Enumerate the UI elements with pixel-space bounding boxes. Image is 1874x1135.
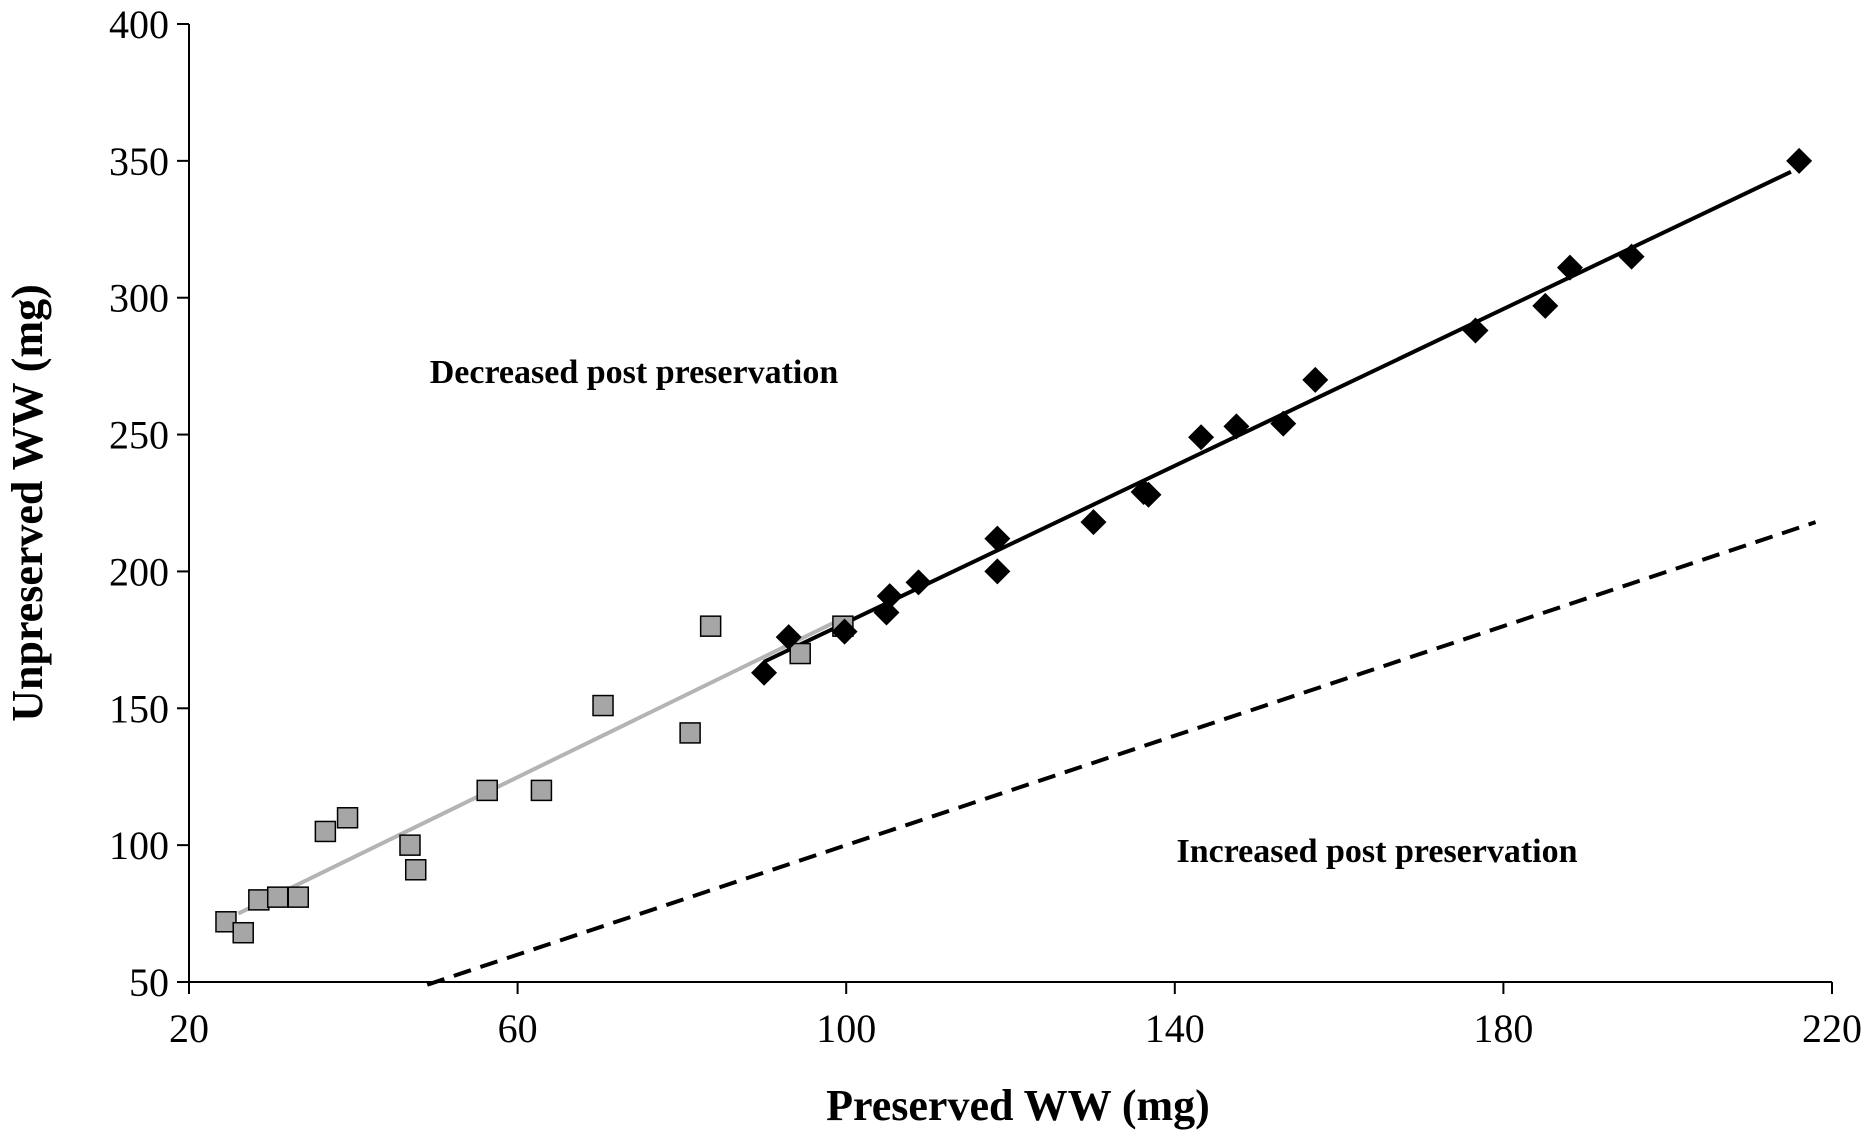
y-tick-label: 200 <box>109 549 169 594</box>
diamond-point <box>831 618 858 645</box>
diamond-point <box>1556 254 1583 281</box>
square-point <box>215 911 237 933</box>
square-point <box>336 807 359 829</box>
x-axis-title: Preserved WW (mg) <box>826 1081 1210 1130</box>
axes <box>188 24 1832 983</box>
y-tick-label: 350 <box>109 139 169 184</box>
y-axis-title: Unpreserved WW (mg) <box>3 284 52 722</box>
ticks: 20 60 100 140 180 220 50 100 150 200 250 300 350 400 <box>109 2 1862 1051</box>
square-point <box>404 859 427 881</box>
square-point <box>248 889 270 911</box>
diamond-point <box>1786 147 1813 174</box>
diamond-point <box>1223 413 1250 440</box>
annotation-increased: Increased post preservation <box>1176 833 1577 870</box>
square-point <box>399 834 421 856</box>
one-to-one-dashed-line <box>426 520 1817 987</box>
diamond-point <box>1135 481 1162 508</box>
square-point <box>699 615 722 637</box>
regression-line <box>237 618 839 916</box>
diamond-point <box>1270 410 1297 437</box>
diamond-point <box>1080 509 1107 536</box>
data-markers <box>215 147 1813 944</box>
diamond-point <box>751 659 778 686</box>
diamond-point <box>775 624 802 651</box>
diamond-point <box>1532 292 1559 319</box>
y-tick-label: 400 <box>109 2 169 47</box>
diamond-point <box>905 569 932 596</box>
square-point <box>476 779 498 802</box>
square-point <box>679 722 701 744</box>
square-point <box>592 694 614 717</box>
diamond-point <box>876 583 903 610</box>
diamond-point <box>873 599 900 626</box>
y-tick-label: 150 <box>109 686 169 731</box>
y-tick-label: 50 <box>129 960 169 1005</box>
diamond-point <box>984 558 1011 585</box>
diamond-point <box>1302 366 1329 393</box>
square-point <box>232 921 254 944</box>
diamond-point <box>1462 317 1489 344</box>
x-tick-label: 20 <box>169 1006 209 1051</box>
square-point <box>287 886 310 908</box>
y-tick-label: 100 <box>109 823 169 868</box>
square-point <box>314 820 337 843</box>
y-tick-label: 250 <box>109 413 169 458</box>
square-point <box>789 642 811 665</box>
x-tick-label: 60 <box>498 1006 538 1051</box>
annotation-decreased: Decreased post preservation <box>430 354 839 391</box>
x-tick-label: 140 <box>1145 1006 1205 1051</box>
x-tick-label: 220 <box>1802 1006 1862 1051</box>
diamond-point <box>984 525 1011 552</box>
diamond-point <box>1618 243 1645 270</box>
y-tick-label: 300 <box>109 276 169 321</box>
x-tick-label: 100 <box>816 1006 876 1051</box>
square-point <box>530 779 553 802</box>
x-tick-label: 180 <box>1473 1006 1533 1051</box>
diamond-point <box>1188 424 1215 451</box>
square-point <box>266 886 289 908</box>
trend-lines <box>237 170 1817 987</box>
